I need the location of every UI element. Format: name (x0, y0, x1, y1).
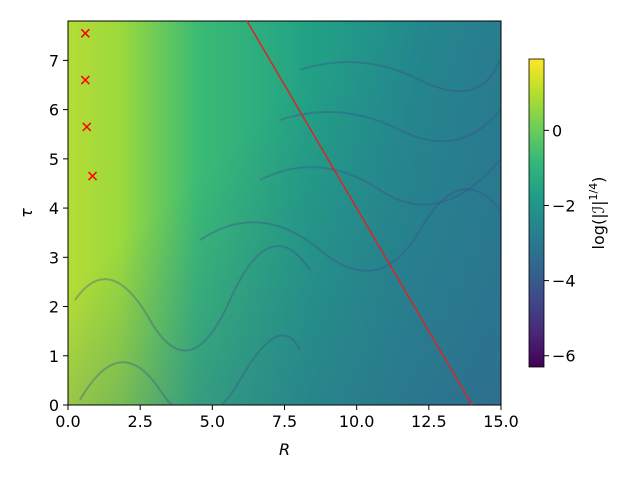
plot-frame (67, 20, 502, 406)
overlay-marker (80, 28, 90, 38)
colorbar-tick-label: −6 (552, 347, 576, 366)
x-tick-label: 7.5 (272, 412, 297, 431)
overlay-marker (88, 171, 98, 181)
y-tick-label: 0 (49, 396, 59, 415)
colorbar-tick-label: 0 (552, 121, 562, 140)
y-tick-label: 5 (49, 150, 59, 169)
colorbar-label-close: ) (589, 177, 608, 183)
colorbar-label-superscript: 1/4 (587, 183, 600, 201)
overlay-line (246, 21, 473, 405)
y-tick-label: 4 (49, 199, 59, 218)
heatmap-field (68, 21, 501, 405)
y-tick-label: 6 (49, 101, 59, 120)
y-tick-label: 2 (49, 298, 59, 317)
overlay-marker (80, 75, 90, 85)
overlay-marker (82, 122, 92, 132)
x-axis-label: R (279, 440, 290, 459)
y-tick-label: 1 (49, 347, 59, 366)
x-tick-label: 0.0 (55, 412, 80, 431)
overlays (80, 21, 473, 405)
x-tick-label: 12.5 (411, 412, 447, 431)
colorbar-label: log(|ℐ|1/4) (587, 177, 608, 250)
colorbar-tick-label: −4 (552, 272, 576, 291)
y-tick-label: 7 (49, 51, 59, 70)
y-tick-label: 3 (49, 248, 59, 267)
x-tick-label: 10.0 (339, 412, 375, 431)
colorbar (528, 58, 545, 368)
colorbar-tick-label: −2 (552, 196, 576, 215)
x-tick-label: 15.0 (483, 412, 519, 431)
y-axis-label: τ (17, 208, 36, 218)
x-tick-label: 5.0 (200, 412, 225, 431)
x-tick-label: 2.5 (127, 412, 152, 431)
colorbar-label-base: log(|ℐ| (589, 201, 608, 250)
